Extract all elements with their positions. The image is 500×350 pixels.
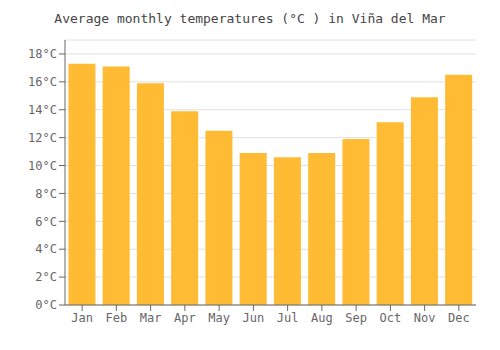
svg-text:Sep: Sep bbox=[345, 311, 367, 325]
svg-text:2°C: 2°C bbox=[35, 270, 57, 284]
html-text:Average monthly temperatures (: Average monthly temperatures (°C ) in Vi… bbox=[54, 11, 446, 26]
svg-text:16°C: 16°C bbox=[28, 75, 57, 89]
svg-text:8°C: 8°C bbox=[35, 187, 57, 201]
svg-text:Jun: Jun bbox=[243, 311, 265, 325]
svg-text:Apr: Apr bbox=[174, 311, 196, 325]
svg-text:Mar: Mar bbox=[140, 311, 162, 325]
svg-text:Jul: Jul bbox=[277, 311, 299, 325]
svg-text:Feb: Feb bbox=[106, 311, 128, 325]
svg-text:12°C: 12°C bbox=[28, 131, 57, 145]
svg-text:Nov: Nov bbox=[414, 311, 436, 325]
svg-text:18°C: 18°C bbox=[28, 47, 57, 61]
svg-text:Aug: Aug bbox=[311, 311, 333, 325]
svg-text:May: May bbox=[208, 311, 230, 325]
svg-text:10°C: 10°C bbox=[28, 159, 57, 173]
svg-text:Oct: Oct bbox=[380, 311, 402, 325]
svg-text:6°C: 6°C bbox=[35, 215, 57, 229]
svg-text:4°C: 4°C bbox=[35, 242, 57, 256]
svg-text:0°C: 0°C bbox=[35, 298, 57, 312]
svg-text:Jan: Jan bbox=[71, 311, 93, 325]
svg-text:14°C: 14°C bbox=[28, 103, 57, 117]
svg-text:Dec: Dec bbox=[448, 311, 470, 325]
